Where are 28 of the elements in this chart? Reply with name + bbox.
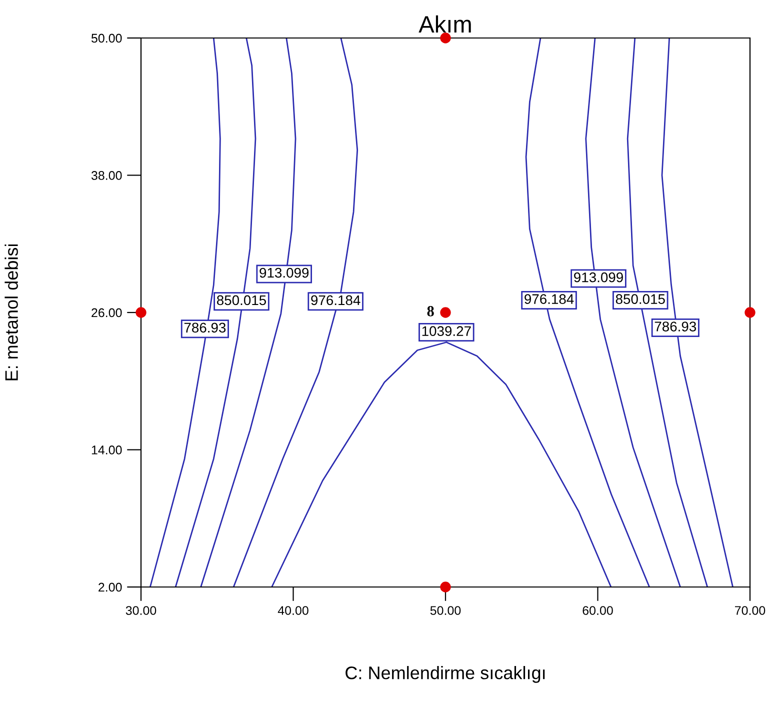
point	[744, 307, 756, 318]
x-axis-title: C: Nemlendirme sıcaklıgı	[346, 666, 545, 683]
x-tick-label: 70.00	[735, 606, 766, 615]
annotation: 976.184	[524, 294, 574, 304]
y-tick-label: 14.00	[92, 446, 122, 454]
point	[440, 582, 451, 592]
annotation: 850.015	[216, 295, 266, 306]
point	[440, 307, 451, 318]
y-tick-label: 26.00	[92, 308, 122, 318]
x-tick-label: 40.00	[278, 606, 308, 615]
annotation: 8	[427, 306, 434, 316]
y-axis-title: E: metanol debisi	[4, 244, 18, 380]
annotation: 786.93	[184, 322, 226, 333]
y-tick-label: 38.00	[91, 171, 122, 180]
annotation: 786.93	[654, 322, 696, 332]
x-tick-label: 60.00	[582, 606, 613, 615]
annotation: 913.099	[574, 272, 623, 282]
annotation: 913.099	[260, 268, 309, 278]
annotation: 1039.27	[422, 326, 471, 336]
y-tick-label: 50.00	[91, 34, 122, 43]
y-tick-label: 2.00	[98, 582, 122, 592]
point	[440, 32, 451, 44]
x-tick-label: 50.00	[430, 606, 461, 615]
chart-title: Akım	[418, 15, 471, 32]
annotation: 976.184	[311, 295, 360, 306]
point	[136, 307, 146, 318]
annotation: 850.015	[616, 294, 665, 304]
x-tick-label: 30.00	[126, 606, 156, 615]
